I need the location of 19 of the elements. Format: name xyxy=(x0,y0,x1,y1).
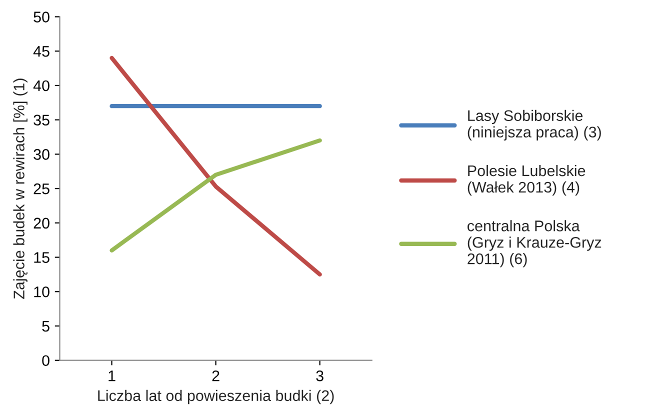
x-tick-label: 1 xyxy=(108,370,116,382)
y-tick-label: 30 xyxy=(34,149,50,160)
y-tick-label: 0 xyxy=(42,355,50,366)
x-axis-title: Liczba lat od powieszenia budki (2) xyxy=(98,390,334,404)
y-tick-label: 20 xyxy=(34,218,50,229)
x-tick-label: 3 xyxy=(316,370,324,382)
y-tick-label: 25 xyxy=(34,183,50,194)
legend-label: centralna Polska (Gryz i Krauze-Gryz 2011) (6) xyxy=(468,220,602,268)
y-tick-label: 15 xyxy=(34,252,50,263)
x-tick-label: 2 xyxy=(212,370,220,382)
y-tick-label: 45 xyxy=(33,46,50,57)
y-tick-label: 5 xyxy=(42,321,50,332)
y-tick-label: 35 xyxy=(34,114,50,126)
legend-label: Lasy Sobiborskie (niniejsza praca) (3) xyxy=(468,110,601,141)
y-axis-title: Zajęcie budek w rewirach [%] (1) xyxy=(13,78,28,299)
y-tick-label: 10 xyxy=(34,286,50,298)
legend-label: Polesie Lubelskie (Wałek 2013) (4) xyxy=(468,164,586,196)
y-tick-label: 40 xyxy=(33,80,50,92)
y-tick-label: 50 xyxy=(34,12,50,22)
